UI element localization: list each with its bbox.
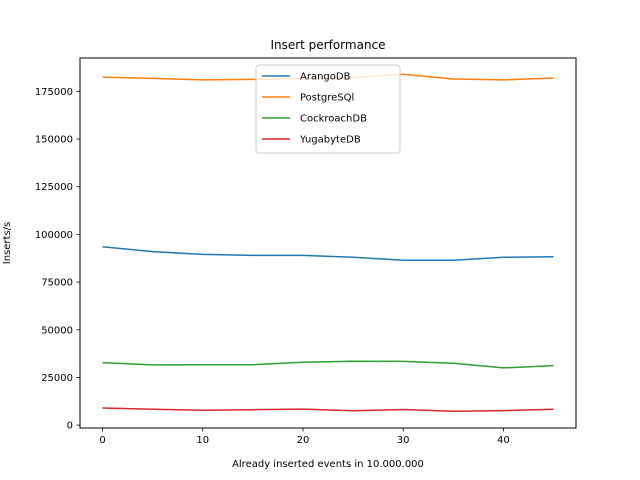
y-tick-label: 125000 [35, 182, 73, 193]
legend: ArangoDB PostgreSQl CockroachDB YugabyteDB [255, 64, 401, 154]
y-tick-label: 25000 [41, 373, 73, 384]
x-tick-label: 20 [297, 435, 310, 446]
legend-label-2: CockroachDB [300, 114, 367, 125]
plot-frame [79, 57, 577, 429]
series-line-2 [102, 360, 554, 369]
x-tick-label: 0 [99, 435, 105, 446]
y-tick-label: 50000 [41, 325, 73, 336]
x-axis: 0 10 20 30 40 [99, 428, 510, 446]
legend-box [255, 64, 401, 154]
legend-label-1: PostgreSQl [300, 93, 354, 104]
legend-label-3: YugabyteDB [299, 135, 361, 146]
series-line-0 [102, 246, 554, 261]
series-layer [102, 73, 554, 412]
x-tick-label: 40 [497, 435, 510, 446]
x-axis-title: Already inserted events in 10.000.000 [232, 459, 424, 470]
y-tick-label: 150000 [35, 135, 73, 146]
series-line-3 [102, 407, 554, 412]
chart-title: Insert performance [270, 38, 385, 52]
y-tick-label: 0 [67, 421, 73, 432]
y-tick-label: 175000 [35, 87, 73, 98]
x-tick-label: 30 [397, 435, 410, 446]
legend-label-0: ArangoDB [300, 72, 351, 83]
y-axis-title: Inserts/s [2, 222, 13, 264]
y-tick-label: 100000 [35, 230, 73, 241]
y-tick-label: 75000 [41, 278, 73, 289]
x-tick-label: 10 [196, 435, 209, 446]
y-axis: 0 25000 50000 75000 100000 125000 150000 175000 [35, 87, 80, 432]
